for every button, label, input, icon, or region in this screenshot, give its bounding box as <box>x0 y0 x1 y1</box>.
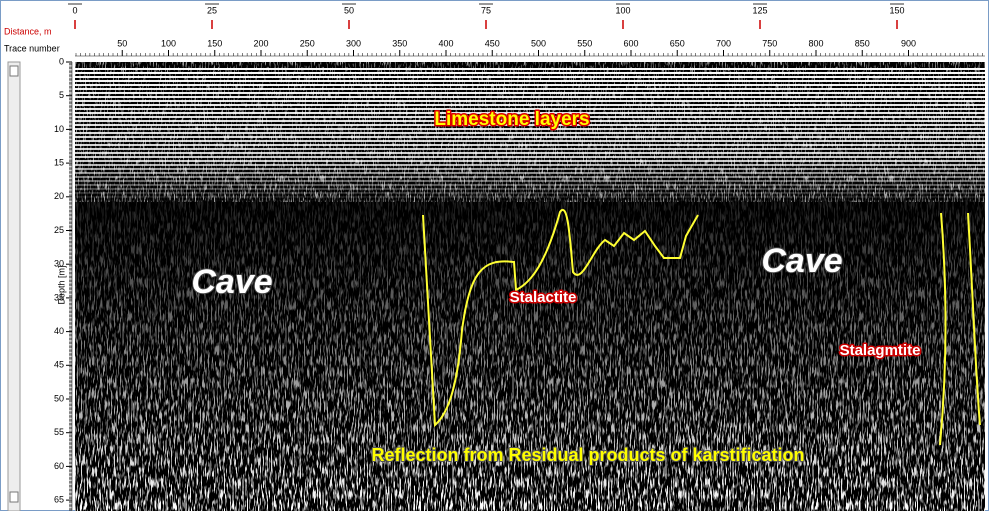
trace-tick-label: 900 <box>901 38 916 48</box>
distance-tick-label: 75 <box>481 5 491 15</box>
distance-tick-label: 50 <box>344 5 354 15</box>
distance-tick-label: 125 <box>752 5 767 15</box>
scroll-thumb-top[interactable] <box>10 66 18 76</box>
radargram-window: Limestone layers Cave Cave Stalactite St… <box>0 0 989 511</box>
depth-tick-label: 65 <box>54 494 64 504</box>
trace-tick-label: 550 <box>577 38 592 48</box>
distance-tick-label: 0 <box>72 5 77 15</box>
distance-tick-label: 100 <box>615 5 630 15</box>
depth-tick-label: 45 <box>54 360 64 370</box>
trace-tick-label: 50 <box>117 38 127 48</box>
distance-tick-label: 150 <box>889 5 904 15</box>
trace-tick-label: 450 <box>485 38 500 48</box>
trace-tick-label: 500 <box>531 38 546 48</box>
trace-tick-label: 850 <box>855 38 870 48</box>
depth-tick-label: 15 <box>54 157 64 167</box>
depth-tick-label: 5 <box>59 90 64 100</box>
distance-axis-label: Distance, m <box>4 26 52 36</box>
annotation: Stalactite <box>510 289 577 306</box>
trace-tick-label: 700 <box>716 38 731 48</box>
trace-tick-label: 800 <box>808 38 823 48</box>
scroll-thumb-bottom[interactable] <box>10 492 18 502</box>
depth-tick-label: 35 <box>54 292 64 302</box>
annotation: Reflection from Residual products of kar… <box>371 445 804 465</box>
annotation: Cave <box>191 263 272 301</box>
trace-tick-label: 150 <box>207 38 222 48</box>
trace-tick-label: 650 <box>670 38 685 48</box>
distance-tick-label: 25 <box>207 5 217 15</box>
trace-tick-label: 250 <box>300 38 315 48</box>
annotation: Limestone layers <box>434 109 589 130</box>
depth-tick-label: 50 <box>54 393 64 403</box>
depth-tick-label: 30 <box>54 259 64 269</box>
depth-tick-label: 10 <box>54 124 64 134</box>
trace-tick-label: 600 <box>623 38 638 48</box>
depth-tick-label: 25 <box>54 225 64 235</box>
depth-tick-label: 55 <box>54 427 64 437</box>
annotation: Stalagmtite <box>840 342 921 359</box>
trace-axis-label: Trace number <box>4 43 60 53</box>
trace-tick-label: 100 <box>161 38 176 48</box>
trace-tick-label: 300 <box>346 38 361 48</box>
annotation: Cave <box>761 242 842 280</box>
depth-tick-label: 0 <box>59 56 64 66</box>
depth-tick-label: 40 <box>54 326 64 336</box>
depth-tick-label: 60 <box>54 461 64 471</box>
trace-tick-label: 200 <box>253 38 268 48</box>
trace-tick-label: 350 <box>392 38 407 48</box>
depth-tick-label: 20 <box>54 191 64 201</box>
scrollbar[interactable] <box>8 62 20 511</box>
trace-tick-label: 750 <box>762 38 777 48</box>
trace-tick-label: 400 <box>438 38 453 48</box>
